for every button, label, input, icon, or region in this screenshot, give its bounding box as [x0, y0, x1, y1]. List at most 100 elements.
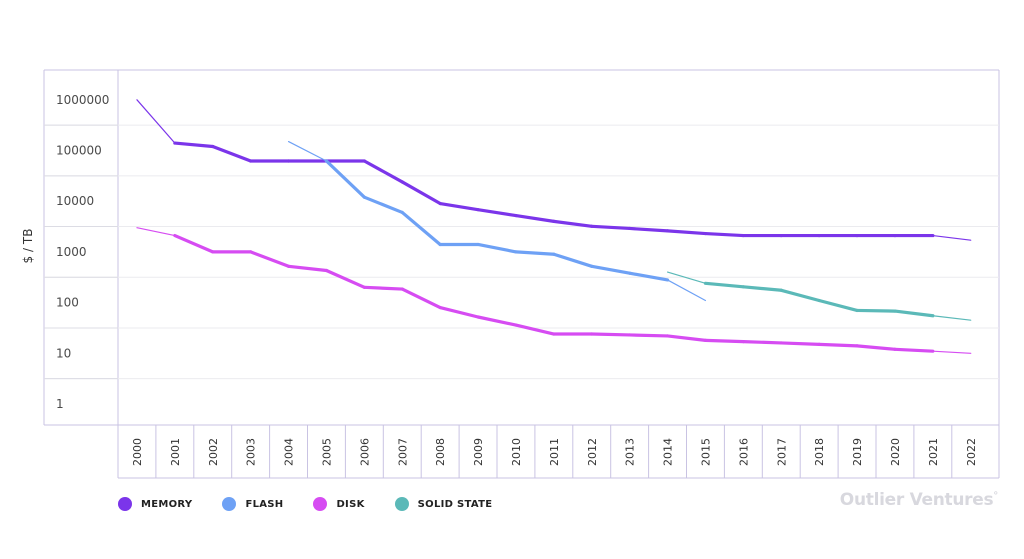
series-segment-memory — [438, 201, 480, 212]
series-segment-solid-state — [741, 285, 783, 292]
series-segment-disk — [400, 287, 442, 310]
series-segment-flash — [628, 271, 670, 282]
x-tick-label: 2011 — [548, 438, 561, 466]
series-segment-disk — [249, 250, 291, 268]
y-axis-label: $ / TB — [21, 229, 35, 264]
series-segment-disk — [665, 334, 708, 342]
series-segment-memory — [476, 208, 518, 218]
series-segment-disk — [893, 347, 935, 353]
series-segment-disk — [628, 333, 670, 338]
brand-name: Outlier Ventures — [839, 490, 994, 510]
legend-item-memory: MEMORY — [118, 497, 192, 511]
legend-label-flash: FLASH — [245, 498, 284, 510]
y-axis-ticks: 1000000 100000 10000 1000 100 10 1 — [56, 93, 109, 411]
series-segment-flash — [514, 250, 556, 256]
series-segment-disk — [590, 332, 632, 337]
x-tick-label: 2003 — [245, 438, 258, 466]
legend-item-solid-state: SOLID STATE — [394, 497, 493, 511]
legend: MEMORY FLASH DISK SOLID STATE — [118, 497, 522, 511]
x-tick-label: 2009 — [472, 438, 485, 466]
legend-item-disk: DISK — [313, 497, 364, 511]
series-segment-disk — [932, 350, 972, 354]
series-segment-memory — [136, 99, 176, 144]
series-segment-disk — [741, 340, 783, 345]
legend-swatch-disk — [313, 497, 328, 511]
series-segment-disk — [703, 338, 745, 344]
x-tick-label: 2016 — [737, 438, 750, 466]
series-segment-solid-state — [779, 288, 821, 303]
y-tick-label: 100000 — [56, 144, 102, 158]
y-tick-label: 1000000 — [56, 93, 109, 107]
x-tick-label: 2015 — [699, 438, 712, 466]
x-axis-boxes — [155, 425, 953, 478]
x-axis-ticks: 2000 2001 2002 2003 2004 2005 2006 2007 2008 2009… — [131, 438, 978, 466]
series-segment-disk — [855, 344, 897, 351]
series-segment-disk — [362, 285, 404, 291]
x-tick-label: 2001 — [169, 438, 182, 466]
x-tick-label: 2005 — [320, 438, 333, 466]
series-lines — [136, 99, 972, 354]
legend-label-memory: MEMORY — [141, 498, 193, 510]
x-tick-label: 2012 — [586, 438, 599, 466]
series-segment-memory — [932, 234, 972, 241]
y-tick-label: 1 — [56, 397, 64, 411]
series-segment-flash — [552, 252, 594, 268]
x-tick-label: 2007 — [396, 438, 409, 466]
x-tick-label: 2017 — [775, 438, 788, 466]
x-tick-label: 2000 — [131, 438, 144, 466]
series-segment-disk — [476, 315, 518, 327]
legend-label-solid-state: SOLID STATE — [417, 498, 493, 510]
series-segment-flash — [324, 159, 366, 199]
x-tick-label: 2014 — [662, 438, 675, 466]
series-segment-flash — [400, 210, 442, 247]
series-segment-disk — [286, 264, 329, 273]
legend-swatch-flash — [222, 497, 237, 511]
x-tick-label: 2002 — [207, 438, 220, 466]
x-tick-label: 2022 — [965, 438, 978, 466]
series-segment-flash — [476, 242, 518, 254]
chart-frame — [43, 69, 1000, 479]
series-segment-memory — [173, 141, 215, 149]
series-segment-disk — [173, 233, 215, 254]
x-tick-label: 2010 — [510, 438, 523, 466]
x-tick-label: 2021 — [927, 438, 940, 466]
legend-swatch-memory — [118, 497, 132, 511]
x-tick-label: 2006 — [358, 438, 371, 466]
y-tick-label: 10 — [56, 346, 71, 360]
series-segment-disk — [438, 305, 480, 319]
series-segment-memory — [552, 219, 594, 228]
series-segment-memory — [362, 159, 404, 184]
brand-logo: Outlier Ventures° — [840, 490, 998, 510]
x-tick-label: 2020 — [889, 438, 902, 466]
series-segment-solid-state — [932, 315, 972, 321]
series-segment-disk — [779, 341, 821, 346]
series-segment-disk — [324, 268, 366, 289]
series-segment-solid-state — [893, 309, 935, 318]
x-tick-label: 2019 — [851, 438, 864, 466]
series-segment-solid-state — [855, 308, 897, 313]
series-segment-flash — [287, 140, 328, 162]
series-segment-memory — [590, 224, 632, 231]
series-segment-flash — [590, 264, 632, 275]
x-tick-label: 2013 — [624, 438, 637, 466]
x-tick-label: 2004 — [283, 438, 296, 466]
brand-mark: ° — [993, 490, 998, 502]
series-segment-memory — [514, 213, 556, 223]
x-tick-label: 2018 — [813, 438, 826, 466]
series-segment-memory — [703, 231, 745, 238]
series-segment-memory — [665, 229, 708, 236]
legend-label-disk: DISK — [336, 498, 365, 510]
series-segment-disk — [514, 323, 556, 336]
x-tick-label: 2008 — [434, 438, 447, 466]
series-segment-solid-state — [703, 281, 745, 289]
series-segment-flash — [362, 195, 404, 215]
series-segment-solid-state — [817, 298, 859, 313]
series-segment-memory — [211, 144, 253, 163]
series-segment-solid-state — [666, 271, 707, 284]
y-tick-label: 100 — [56, 296, 79, 310]
legend-item-flash: FLASH — [222, 497, 283, 511]
series-segment-disk — [136, 227, 176, 237]
series-segment-memory — [400, 180, 442, 206]
y-tick-label: 10000 — [56, 194, 94, 208]
legend-swatch-solid-state — [394, 497, 409, 511]
